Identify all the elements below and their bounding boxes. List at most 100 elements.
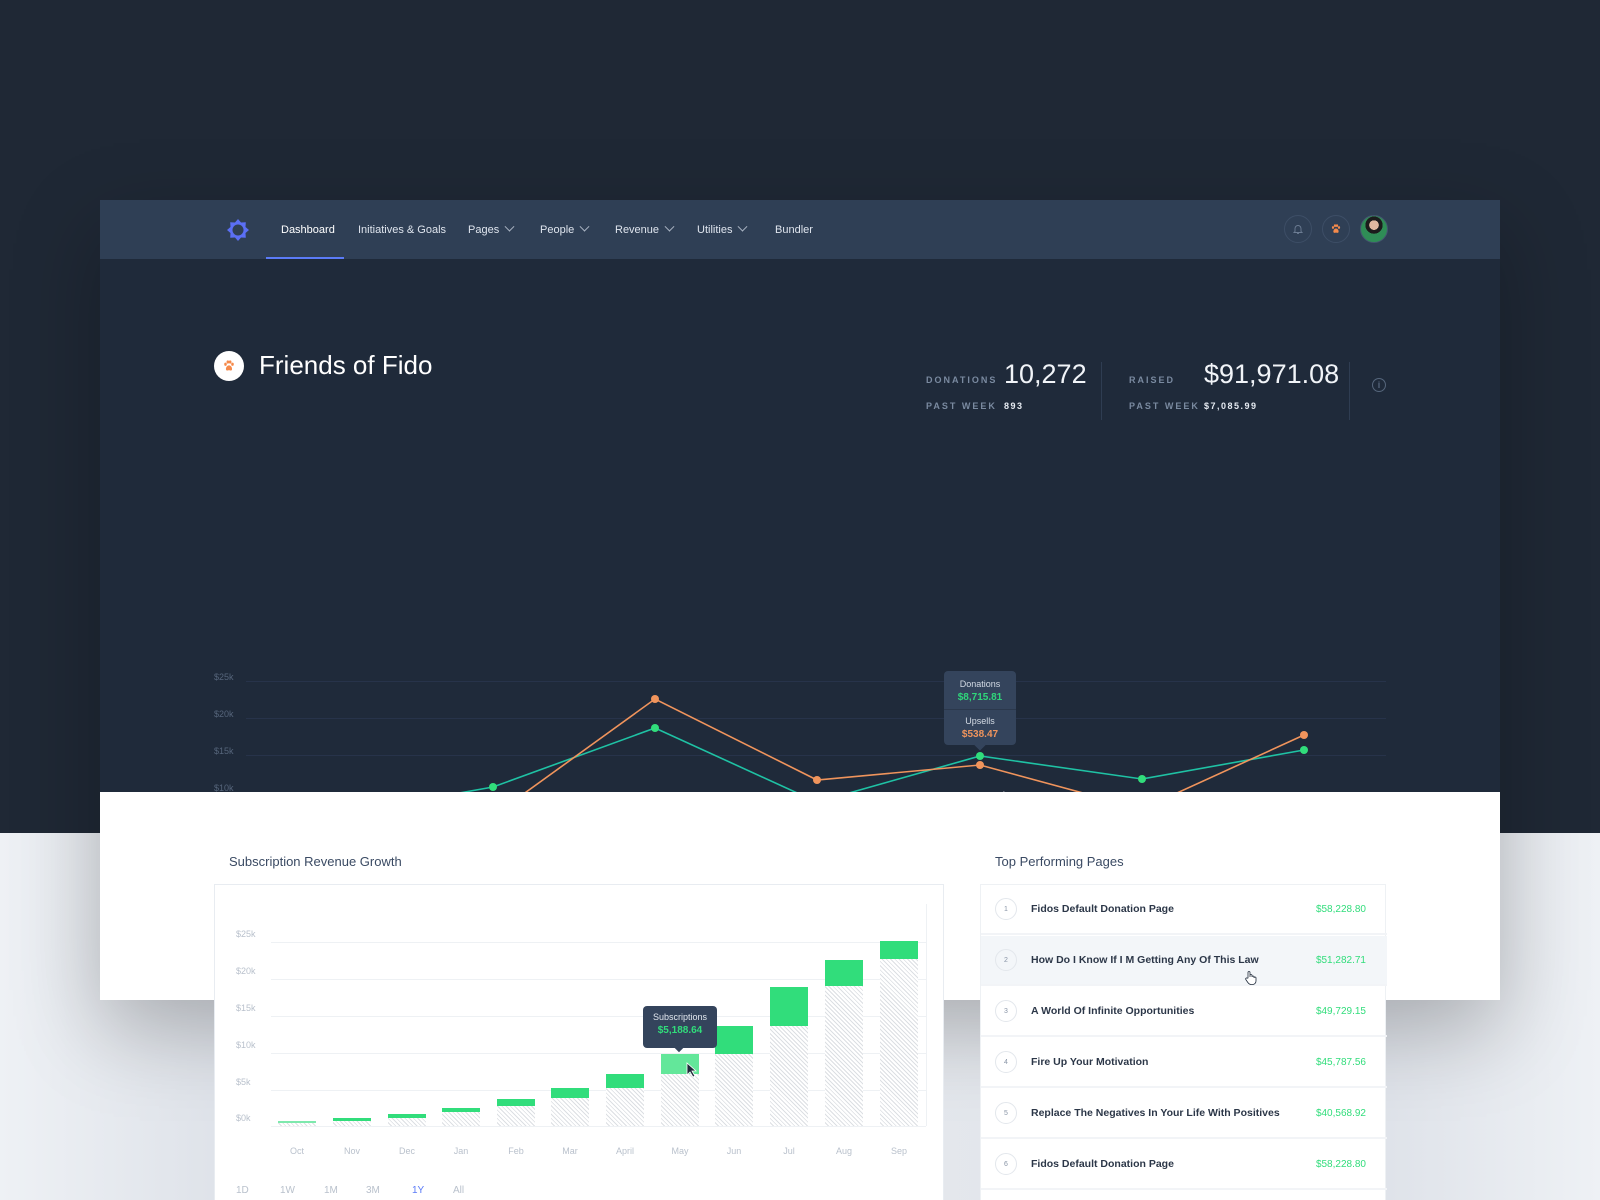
- y-tick: $10k: [214, 783, 234, 793]
- list-item[interactable]: 3 A World Of Infinite Opportunities $49,…: [981, 987, 1387, 1037]
- nav-dashboard[interactable]: Dashboard: [281, 200, 335, 259]
- rank-badge: 2: [995, 949, 1017, 971]
- nav-bundler[interactable]: Bundler: [775, 200, 813, 259]
- x-tick: Jun: [726, 1146, 742, 1156]
- page-name: How Do I Know If I M Getting Any Of This…: [1031, 954, 1259, 966]
- bar-base: [497, 1106, 535, 1126]
- x-tick: Aug: [835, 1146, 853, 1156]
- bar-base: [551, 1098, 589, 1126]
- y-tick: $20k: [214, 709, 234, 719]
- bar-value[interactable]: [388, 1114, 426, 1118]
- range-1w[interactable]: 1W: [280, 1185, 295, 1196]
- hand-cursor: [1245, 971, 1257, 985]
- x-tick: Oct: [289, 1146, 305, 1156]
- x-tick: Sep: [890, 1146, 908, 1156]
- range-1m[interactable]: 1M: [324, 1185, 338, 1196]
- gridline: [271, 979, 926, 980]
- raised-value: $91,971.08: [1204, 359, 1340, 389]
- list-item[interactable]: 5 Replace The Negatives In Your Life Wit…: [981, 1089, 1387, 1139]
- x-tick: Mar: [562, 1146, 578, 1156]
- nav-initiatives-goals[interactable]: Initiatives & Goals: [358, 200, 446, 259]
- nav-label: Revenue: [615, 223, 660, 236]
- tooltip-label: Upsells: [965, 716, 995, 726]
- paw-icon: [224, 360, 234, 371]
- gridline: [271, 1053, 926, 1054]
- organization-switcher-button[interactable]: [1322, 215, 1350, 243]
- range-3m[interactable]: 3M: [366, 1185, 380, 1196]
- nav-label: Pages: [468, 223, 500, 236]
- tooltip-value: $8,715.81: [957, 692, 1003, 703]
- chevron-down-icon: [738, 221, 748, 232]
- gridline: [246, 755, 1386, 756]
- y-tick: $15k: [236, 1003, 256, 1013]
- list-item[interactable]: 1 Fidos Default Donation Page $58,228.80: [981, 885, 1387, 935]
- nav-label: Initiatives & Goals: [358, 223, 447, 236]
- app-window: Dashboard Initiatives & Goals Pages Peop…: [100, 200, 1500, 1200]
- rank-badge: 3: [995, 1000, 1017, 1022]
- active-tab-indicator: [266, 257, 344, 259]
- top-pages-title: Top Performing Pages: [995, 854, 1124, 869]
- range-1y[interactable]: 1Y: [412, 1185, 425, 1196]
- gridline: [271, 1126, 926, 1127]
- bar-value[interactable]: [715, 1026, 753, 1054]
- bar-base: [442, 1112, 480, 1126]
- bar-value[interactable]: [278, 1121, 316, 1123]
- notifications-button[interactable]: [1284, 215, 1312, 243]
- chart-tooltip: Donations $8,715.81 Upsells $538.47: [944, 671, 1016, 751]
- bar-value[interactable]: [551, 1088, 589, 1098]
- donations-past-week-label: PAST WEEK: [926, 401, 997, 411]
- y-tick: $0k: [236, 1113, 251, 1123]
- top-nav: Dashboard Initiatives & Goals Pages Peop…: [100, 200, 1500, 259]
- bar-value[interactable]: [606, 1074, 644, 1088]
- nav-pages[interactable]: Pages: [468, 200, 515, 259]
- bar-value[interactable]: [825, 960, 863, 986]
- divider: [1349, 362, 1350, 420]
- list-item[interactable]: 6 Fidos Default Donation Page $58,228.80: [981, 1140, 1387, 1190]
- x-tick: Nov: [343, 1146, 361, 1156]
- nav-label: Utilities: [697, 223, 733, 236]
- donations-value: 10,272: [1004, 359, 1087, 389]
- list-item[interactable]: 2 How Do I Know If I M Getting Any Of Th…: [981, 936, 1387, 986]
- gridline: [271, 1016, 926, 1017]
- raised-past-week-label: PAST WEEK: [1129, 401, 1200, 411]
- bar-base: [333, 1121, 371, 1126]
- org-name: Friends of Fido: [259, 350, 433, 380]
- bar-value[interactable]: [333, 1118, 371, 1121]
- gridline: [246, 681, 1386, 682]
- page-amount: $51,282.71: [1315, 954, 1366, 966]
- info-icon[interactable]: i: [1372, 378, 1386, 392]
- org-badge: [214, 351, 244, 381]
- bar-value[interactable]: [497, 1099, 535, 1106]
- donations-label: DONATIONS: [926, 375, 998, 385]
- top-pages-card: 1 Fidos Default Donation Page $58,228.80…: [980, 884, 1387, 1200]
- avatar[interactable]: [1360, 215, 1388, 243]
- list-item[interactable]: 4 Fire Up Your Motivation $45,787.56: [981, 1038, 1387, 1088]
- page-amount: $40,568.92: [1315, 1107, 1366, 1119]
- divider: [1101, 362, 1102, 420]
- bar-base: [880, 959, 918, 1126]
- range-1d[interactable]: 1D: [236, 1185, 249, 1196]
- page-amount: $49,729.15: [1315, 1005, 1366, 1017]
- nav-label: People: [540, 223, 575, 236]
- chart-border: [926, 904, 927, 1126]
- bar-value[interactable]: [770, 987, 808, 1026]
- raised-label: RAISED: [1129, 375, 1176, 385]
- bar-base: [825, 986, 863, 1126]
- logo-icon[interactable]: [226, 218, 250, 242]
- range-all[interactable]: All: [453, 1185, 465, 1196]
- y-tick: $5k: [236, 1077, 251, 1087]
- subscription-title: Subscription Revenue Growth: [229, 854, 402, 869]
- x-tick: May: [671, 1146, 689, 1156]
- bar-tooltip: Subscriptions $5,188.64: [643, 1006, 717, 1053]
- gridline: [271, 942, 926, 943]
- tooltip-value: $538.47: [961, 729, 999, 740]
- page-amount: $58,228.80: [1315, 1158, 1366, 1170]
- bar-value[interactable]: [880, 941, 918, 959]
- nav-people[interactable]: People: [540, 200, 590, 259]
- x-tick: Dec: [398, 1146, 416, 1156]
- bar-value[interactable]: [442, 1108, 480, 1112]
- rank-badge: 6: [995, 1153, 1017, 1175]
- nav-utilities[interactable]: Utilities: [697, 200, 748, 259]
- bar-base: [388, 1118, 426, 1126]
- nav-revenue[interactable]: Revenue: [615, 200, 675, 259]
